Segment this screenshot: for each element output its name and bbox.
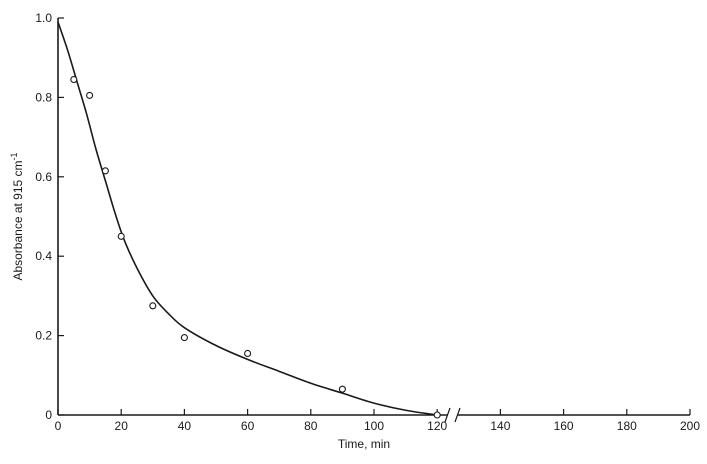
axis-break-mark-right <box>454 407 461 423</box>
data-point <box>338 385 346 393</box>
data-point <box>86 91 94 99</box>
y-tick-label: 0.6 <box>35 170 52 184</box>
x-tick-label: 40 <box>178 419 192 433</box>
y-tick-label: 0.8 <box>35 90 52 104</box>
x-tick-label: 200 <box>680 419 700 433</box>
y-tick-label: 1.0 <box>35 11 52 25</box>
x-tick-label: 0 <box>55 419 62 433</box>
x-tick-label: 180 <box>617 419 637 433</box>
data-point <box>433 411 441 419</box>
points-layer <box>70 75 441 419</box>
data-point <box>244 349 252 358</box>
fit-curve <box>57 21 438 416</box>
x-tick-label: 60 <box>241 419 255 433</box>
x-tick-label: 80 <box>304 419 318 433</box>
x-axis-title: Time, min <box>338 437 390 451</box>
y-tick-label: 0.4 <box>35 249 52 263</box>
data-point <box>117 232 125 240</box>
y-axis-title-main: Absorbance at 915 cm <box>11 160 25 280</box>
curve-layer <box>57 21 438 416</box>
x-tick-label: 140 <box>490 419 510 433</box>
data-point <box>70 75 78 84</box>
data-point <box>180 334 188 342</box>
y-axis-title: Absorbance at 915 cm-1 <box>9 152 25 280</box>
x-tick-label: 160 <box>554 419 574 433</box>
ticks: 0 20 40 60 80 100 120 140 160 180 200 0 0.2 0.4 0.6 0.8… <box>35 11 700 433</box>
axis-break-mark-left <box>444 407 451 423</box>
y-axis-title-superscript: -1 <box>9 152 19 160</box>
axes <box>57 18 690 423</box>
y-tick-label: 0 <box>45 408 52 422</box>
data-point <box>101 167 109 175</box>
data-point <box>149 302 157 310</box>
x-tick-label: 20 <box>115 419 129 433</box>
x-tick-label: 100 <box>364 419 384 433</box>
y-tick-label: 0.2 <box>35 329 52 343</box>
x-tick-label: 120 <box>427 419 447 433</box>
